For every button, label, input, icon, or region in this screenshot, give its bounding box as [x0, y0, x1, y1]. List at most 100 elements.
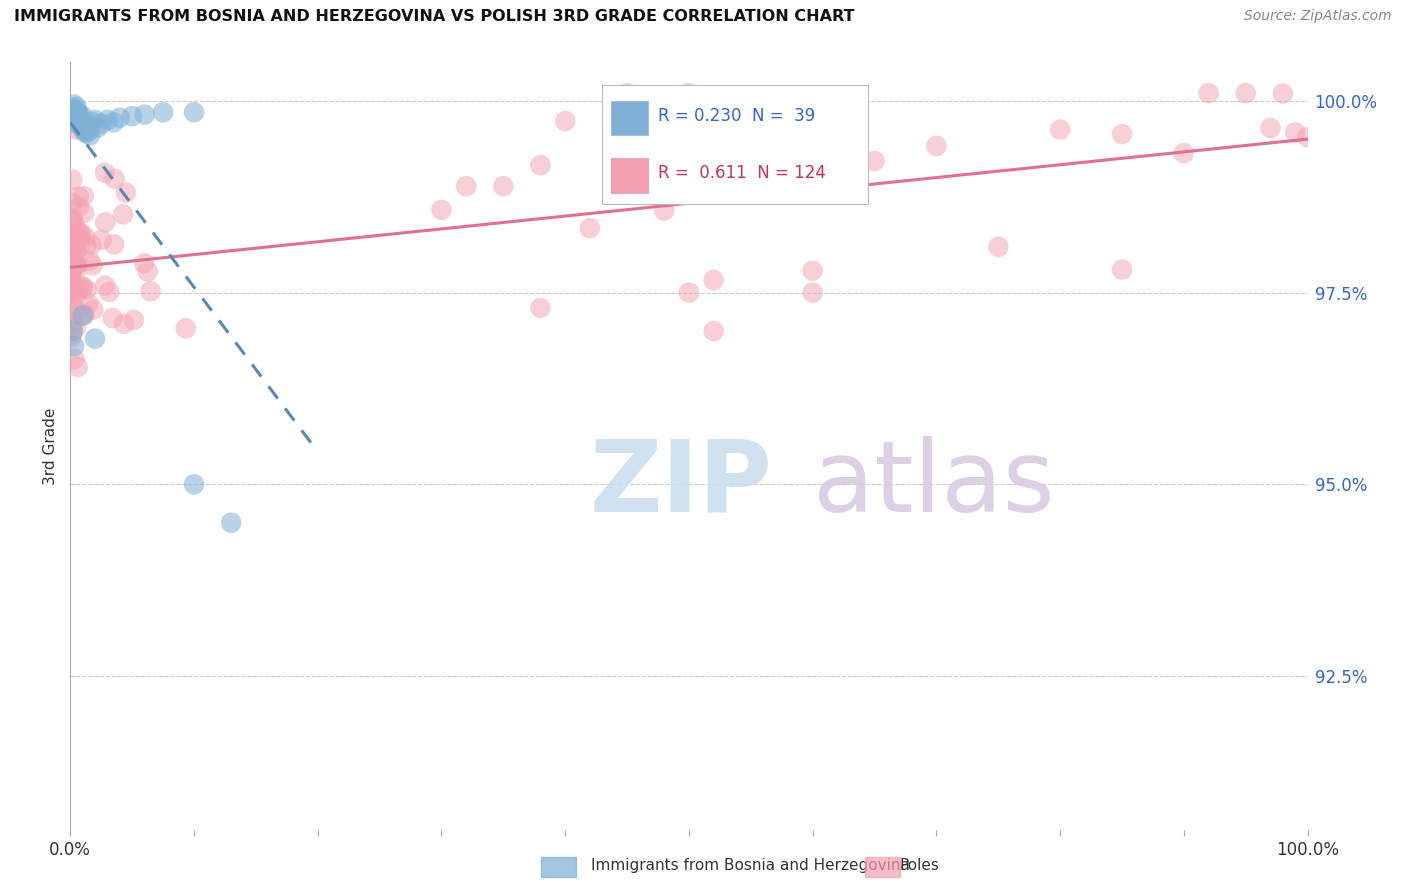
Text: Source: ZipAtlas.com: Source: ZipAtlas.com [1244, 9, 1392, 23]
Point [103, 237, 125, 252]
Point [492, 179, 515, 194]
Point [62, 259, 84, 273]
Text: R =  0.611  N = 124: R = 0.611 N = 124 [658, 164, 825, 183]
Point [70, 226, 93, 240]
Point [134, 256, 156, 270]
Point [66, 225, 89, 239]
Point [703, 324, 725, 338]
Point [183, 477, 205, 491]
Point [678, 86, 700, 100]
Point [65, 257, 87, 271]
Point [65, 320, 87, 334]
Point [1111, 262, 1133, 277]
Point [65, 113, 87, 128]
Point [76, 119, 98, 133]
Point [987, 240, 1010, 254]
Point [82, 302, 104, 317]
Point [60, 282, 83, 296]
Point [65, 257, 87, 271]
Point [63, 97, 86, 112]
Point [96, 113, 118, 128]
Point [183, 105, 205, 120]
Point [456, 179, 478, 194]
Point [678, 285, 700, 300]
Point [65, 109, 87, 123]
Point [1049, 122, 1071, 136]
Point [72, 306, 94, 320]
Point [60, 195, 83, 210]
Point [1234, 86, 1257, 100]
Point [63, 339, 86, 353]
Point [73, 308, 96, 322]
Bar [612, 159, 648, 193]
Point [112, 317, 135, 331]
Point [73, 206, 96, 220]
Point [62, 211, 84, 226]
Point [60, 286, 83, 301]
Point [863, 153, 886, 168]
Text: Poles: Poles [900, 858, 939, 872]
Y-axis label: 3rd Grade: 3rd Grade [44, 408, 59, 484]
Point [139, 284, 162, 298]
Point [62, 312, 84, 326]
Point [60, 225, 83, 239]
Point [62, 240, 84, 254]
Point [60, 267, 83, 281]
Point [1284, 126, 1306, 140]
Point [111, 207, 134, 221]
Bar [612, 101, 648, 136]
Point [529, 301, 551, 315]
Point [67, 226, 90, 240]
Point [121, 109, 143, 123]
Point [122, 313, 145, 327]
Point [65, 100, 87, 114]
Point [801, 263, 824, 277]
Point [219, 516, 242, 530]
Point [73, 189, 96, 203]
Point [65, 103, 87, 117]
Point [60, 261, 83, 276]
Point [75, 123, 97, 137]
FancyBboxPatch shape [602, 86, 869, 204]
Point [79, 128, 101, 143]
Point [740, 176, 762, 190]
Point [101, 311, 124, 326]
Point [1111, 127, 1133, 141]
Point [66, 244, 89, 258]
Point [60, 319, 83, 334]
Point [63, 352, 86, 367]
Point [65, 262, 87, 277]
Point [80, 238, 103, 252]
Point [60, 241, 83, 255]
Point [75, 238, 97, 252]
Point [66, 359, 89, 374]
Point [94, 215, 117, 229]
Point [72, 280, 94, 294]
Point [703, 273, 725, 287]
Point [90, 117, 112, 131]
Point [925, 138, 948, 153]
Point [579, 221, 602, 235]
Point [801, 285, 824, 300]
Point [1173, 146, 1195, 161]
Point [67, 200, 90, 214]
Point [60, 327, 83, 342]
Point [1198, 86, 1220, 100]
Point [67, 232, 90, 246]
Point [60, 282, 83, 296]
Point [60, 172, 83, 186]
Point [114, 186, 136, 200]
Point [82, 115, 104, 129]
Point [60, 274, 83, 288]
Point [65, 244, 87, 258]
Point [72, 109, 94, 123]
Point [62, 324, 84, 338]
Point [65, 287, 87, 301]
Point [60, 265, 83, 279]
Point [60, 296, 83, 310]
Point [1271, 87, 1294, 101]
Point [65, 122, 87, 136]
Point [86, 120, 108, 135]
Point [104, 171, 127, 186]
Point [60, 211, 83, 226]
